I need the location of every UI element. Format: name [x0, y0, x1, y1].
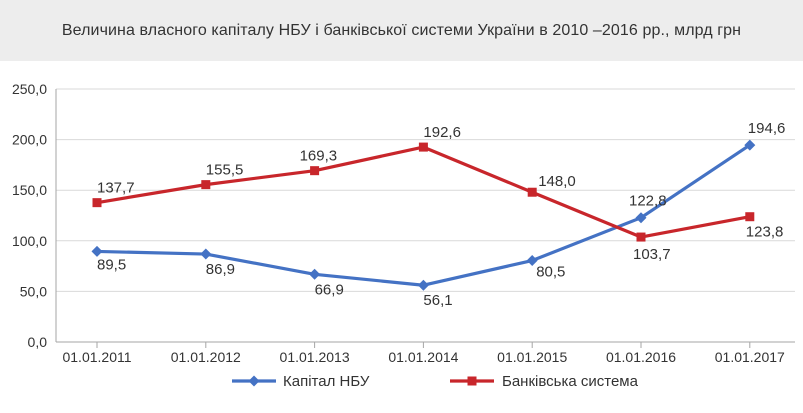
nbu-point	[744, 139, 756, 151]
axes	[55, 89, 795, 348]
bank-point	[527, 187, 537, 197]
y-axis-ticks: 0,0 50,0 100,0 150,0 200,0 250,0	[12, 81, 47, 350]
nbu-data-label: 80,5	[536, 264, 565, 281]
chart-title: Величина власного капіталу НБУ і банківс…	[61, 21, 742, 39]
bank-data-label: 192,6	[423, 124, 461, 141]
nbu-data-label: 194,6	[748, 120, 786, 137]
nbu-point	[526, 255, 538, 267]
bank-point	[636, 232, 646, 242]
bank-data-label: 169,3	[300, 148, 338, 165]
x-tick-label: 01.01.2013	[280, 349, 350, 365]
y-tick-label: 0,0	[28, 334, 48, 350]
nbu-data-label: 86,9	[206, 261, 235, 278]
series-lines	[91, 139, 756, 291]
y-tick-label: 150,0	[12, 182, 47, 198]
legend-label: Банківська система	[502, 373, 639, 390]
nbu-data-label: 56,1	[423, 292, 452, 309]
nbu-point	[635, 212, 647, 224]
y-tick-label: 250,0	[12, 81, 47, 97]
y-tick-label: 100,0	[12, 233, 47, 249]
nbu-data-label: 89,5	[97, 256, 126, 273]
nbu-data-label: 66,9	[315, 281, 344, 298]
bank-data-label: 155,5	[206, 162, 244, 179]
x-tick-label: 01.01.2014	[388, 349, 458, 365]
bank-data-label: 123,8	[746, 224, 784, 241]
legend-diamond-marker	[248, 375, 260, 387]
legend-square-marker	[467, 376, 477, 386]
x-tick-label: 01.01.2015	[497, 349, 567, 365]
nbu-point	[417, 279, 429, 291]
nbu-data-label: 122,8	[629, 193, 667, 210]
nbu-point	[200, 248, 212, 260]
chart-header: Величина власного капіталу НБУ і банківс…	[0, 0, 803, 61]
x-axis-ticks: 01.01.2011 01.01.2012 01.01.2013 01.01.2014…	[62, 349, 785, 365]
x-tick-label: 01.01.2016	[606, 349, 676, 365]
y-tick-label: 50,0	[20, 283, 47, 299]
x-tick-label: 01.01.2012	[171, 349, 241, 365]
bank-point	[92, 198, 102, 208]
bank-point	[310, 166, 320, 176]
nbu-point	[91, 245, 103, 257]
legend: Капітал НБУ Банківська система	[232, 373, 639, 390]
y-tick-label: 200,0	[12, 132, 47, 148]
x-tick-label: 01.01.2011	[62, 349, 131, 365]
data-labels: 89,5 86,9 66,9 56,1 80,5 122,8 194,6 137,7 155,5…	[97, 120, 785, 309]
legend-label: Капітал НБУ	[283, 373, 370, 390]
bank-point	[745, 212, 755, 222]
bank-data-label: 137,7	[97, 180, 135, 197]
bank-point	[201, 180, 211, 190]
bank-data-label: 148,0	[538, 173, 576, 190]
x-tick-label: 01.01.2017	[715, 349, 785, 365]
bank-point	[418, 142, 428, 152]
nbu-point	[309, 268, 321, 280]
bank-data-label: 103,7	[633, 246, 671, 263]
nbu-series-line	[96, 143, 751, 287]
